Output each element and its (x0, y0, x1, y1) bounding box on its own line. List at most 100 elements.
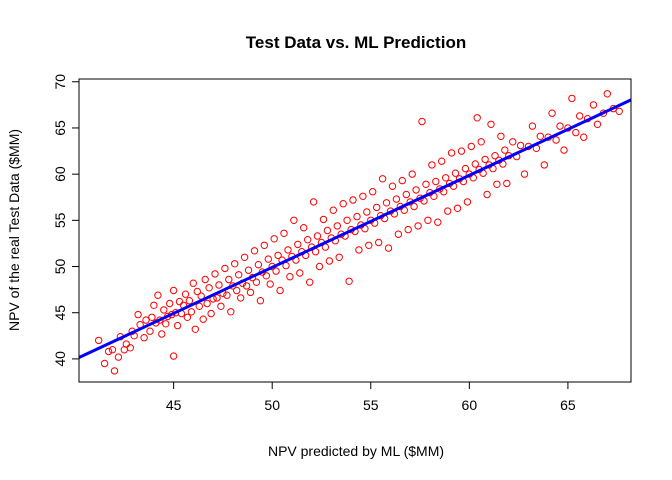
data-point (201, 275, 209, 284)
x-axis-label: NPV predicted by ML ($MM) (268, 443, 444, 459)
data-point (375, 238, 383, 247)
data-point (453, 204, 462, 213)
data-point (369, 188, 377, 196)
data-point (382, 199, 391, 207)
data-point (325, 257, 334, 265)
data-point (195, 302, 204, 310)
data-point (313, 232, 322, 240)
data-point (162, 320, 170, 328)
data-point (424, 216, 432, 225)
data-point (394, 230, 403, 238)
data-point (150, 301, 158, 309)
data-point (615, 107, 623, 116)
data-point (438, 157, 446, 165)
plot-points (95, 90, 623, 375)
data-point (343, 216, 351, 225)
data-point (169, 286, 178, 295)
x-tick-label: 60 (462, 397, 478, 413)
data-point (286, 273, 294, 281)
data-point (349, 196, 357, 204)
data-point (134, 310, 142, 319)
data-point (235, 271, 243, 279)
data-point (122, 340, 131, 348)
data-point (412, 186, 420, 194)
y-axis-label: NPV of the real Test Data ($MM) (6, 129, 22, 331)
data-point (211, 270, 219, 278)
data-point (402, 190, 410, 199)
data-point (223, 291, 231, 299)
data-point (256, 297, 265, 305)
data-point (323, 226, 332, 235)
data-point (185, 297, 194, 305)
data-point (306, 278, 314, 286)
data-point (276, 286, 284, 295)
data-point (589, 101, 598, 109)
data-point (260, 241, 268, 250)
data-point (95, 336, 103, 345)
data-point (270, 235, 278, 243)
data-point (233, 286, 241, 295)
data-point (509, 138, 517, 146)
data-point (467, 142, 475, 151)
data-point (142, 316, 150, 324)
data-point (483, 190, 491, 199)
data-point (603, 90, 611, 98)
data-point (104, 347, 113, 356)
data-point (491, 152, 499, 160)
data-point (333, 222, 341, 230)
data-point (237, 294, 245, 302)
data-point (363, 208, 371, 216)
data-point (365, 241, 373, 250)
data-point (296, 269, 304, 277)
data-point (166, 299, 174, 308)
data-point (461, 164, 470, 173)
data-point (315, 262, 324, 271)
data-point (203, 299, 211, 308)
data-point (199, 315, 207, 323)
data-point (503, 179, 511, 188)
data-point (473, 114, 481, 122)
data-point (140, 334, 148, 342)
data-point (418, 117, 426, 126)
data-point (422, 180, 430, 189)
data-point (353, 212, 361, 221)
data-point (568, 94, 576, 103)
data-point (520, 170, 529, 178)
data-point (160, 306, 168, 314)
data-point (463, 198, 472, 206)
data-point (266, 280, 274, 288)
data-point (516, 141, 525, 150)
data-point (304, 236, 312, 244)
data-point (540, 161, 548, 169)
data-point (300, 224, 308, 232)
y-tick-label: 65 (52, 120, 68, 136)
chart-title: Test Data vs. ML Prediction (246, 33, 466, 52)
data-point (536, 132, 544, 141)
data-point (398, 176, 406, 185)
data-point (110, 367, 119, 375)
data-point (487, 120, 495, 129)
data-point (432, 177, 440, 186)
data-point (146, 327, 154, 335)
data-point (309, 198, 318, 206)
data-point (262, 272, 270, 280)
data-point (501, 146, 509, 154)
data-point (175, 297, 184, 306)
data-point (290, 216, 298, 225)
data-point (392, 195, 401, 203)
data-point (580, 133, 588, 141)
data-point (319, 215, 328, 224)
data-point (548, 109, 556, 117)
data-point (100, 359, 109, 368)
data-point (477, 138, 485, 146)
data-point (246, 288, 255, 297)
data-point (428, 161, 436, 169)
data-point (497, 132, 505, 141)
data-point (181, 290, 190, 298)
data-point (335, 253, 343, 261)
data-point (173, 321, 182, 330)
data-point (217, 302, 225, 310)
data-point (183, 313, 192, 321)
data-point (250, 247, 259, 255)
